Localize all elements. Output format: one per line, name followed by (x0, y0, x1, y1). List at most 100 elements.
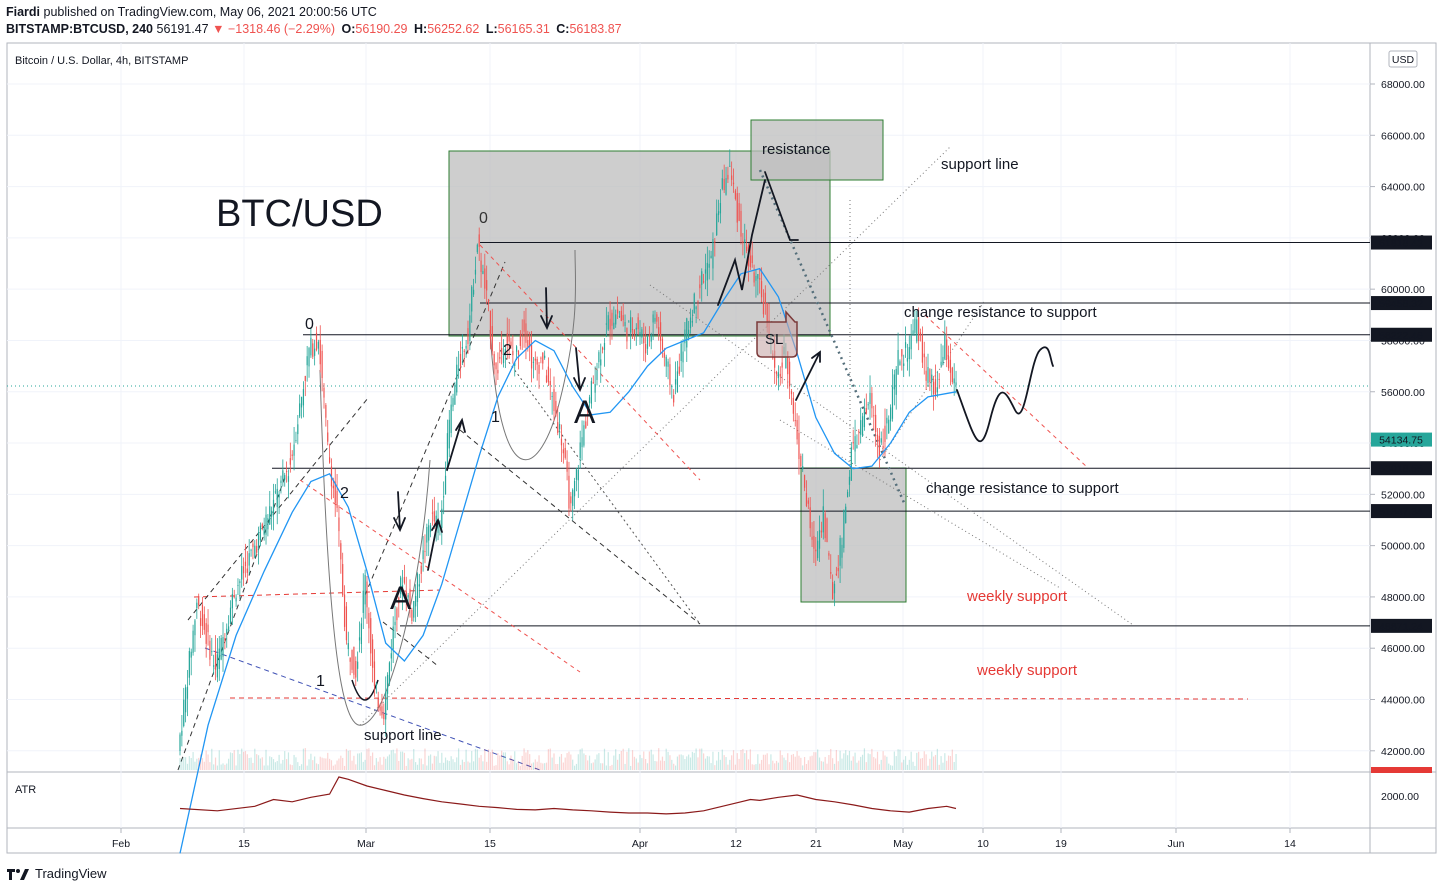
candle-body (519, 335, 521, 346)
volume-bar (716, 760, 718, 770)
candle-body (826, 518, 828, 543)
volume-bar (588, 755, 591, 770)
price-axis[interactable]: 42000.00 44000.00 46000.00 48000.00 50000.00… (1370, 79, 1425, 758)
x-tick-label: Apr (632, 838, 649, 850)
volume-bar (345, 748, 348, 770)
wave-0-b: 0 (479, 210, 488, 227)
volume-bar (815, 752, 817, 770)
candle-body (256, 546, 258, 553)
resistance-zone (750, 119, 884, 181)
volume-bar (336, 760, 338, 770)
candle-body (332, 485, 334, 489)
volume-bar (536, 761, 538, 770)
candle-body (587, 410, 589, 412)
candle-body (276, 488, 278, 507)
candle-body (203, 614, 205, 630)
candle-body (830, 572, 832, 574)
volume-bar (577, 754, 579, 770)
candle-body (577, 469, 579, 481)
publisher-name[interactable]: Fiardi (6, 5, 41, 19)
big-a-2: A (574, 394, 596, 430)
candle-body (495, 362, 497, 370)
volume-bar (179, 758, 181, 770)
level-label: 53018.55 (1379, 463, 1423, 475)
candle-body (867, 404, 869, 406)
volume-bar (572, 759, 574, 770)
candle-body (753, 272, 755, 283)
volume-bar (901, 762, 903, 770)
candle-body (401, 585, 404, 596)
volume-bar (708, 756, 710, 770)
candle-body (431, 512, 434, 514)
atr-label: ATR (15, 784, 36, 796)
candle-body (403, 577, 405, 583)
candle-body (701, 271, 703, 285)
volume-bar (848, 750, 851, 770)
tradingview-brand[interactable]: TradingView (6, 866, 107, 881)
volume-bar (433, 755, 435, 770)
volume-bar (222, 763, 224, 770)
candle-body (557, 422, 559, 433)
candle-body (263, 526, 265, 535)
candle-body (409, 588, 411, 604)
candle-body (876, 434, 879, 441)
candle-body (742, 241, 744, 244)
candle-body (832, 582, 834, 600)
volume-bar (673, 763, 675, 770)
volume-bar (637, 762, 639, 770)
candle-body (725, 178, 727, 195)
volume-bar (927, 765, 929, 770)
weekly-support-line-2 (229, 697, 1249, 700)
candle-body (540, 357, 542, 359)
candle-body (835, 573, 837, 576)
volume-bar (315, 763, 318, 770)
volume-bar (293, 754, 295, 770)
volume-bar (704, 758, 707, 770)
volume-bar (190, 757, 192, 770)
volume-bar (747, 759, 750, 770)
candle-body (732, 182, 735, 185)
volume-bar (661, 756, 664, 770)
candle-body (413, 600, 415, 618)
volume-bar (794, 756, 796, 770)
volume-bar (656, 761, 658, 770)
candle-body (373, 661, 376, 687)
volume-bar (721, 749, 723, 770)
candle-body (643, 337, 645, 344)
y-tick-label: 64000.00 (1381, 182, 1425, 194)
volume-bar (394, 753, 396, 770)
candle-body (192, 630, 194, 653)
volume-bar (379, 757, 381, 770)
volume-bar (300, 764, 303, 770)
candle-body (940, 361, 942, 366)
volume-bar (654, 761, 656, 770)
candle-body (562, 449, 564, 454)
volume-bar (416, 764, 419, 770)
currency-button[interactable]: USD (1392, 54, 1415, 66)
time-axis[interactable]: Feb 15 Mar 15 Apr 12 21 May 10 19 Jun 14 (112, 828, 1296, 850)
candle-body (575, 468, 578, 480)
volume-bar (480, 755, 482, 770)
candle-body (760, 281, 763, 298)
candle-body (474, 269, 477, 275)
candle-body (884, 425, 886, 442)
candle-body (925, 370, 927, 381)
candle-body (680, 343, 682, 361)
volume-bar (235, 765, 237, 770)
candle-body (244, 561, 247, 567)
currency-button-box[interactable] (1388, 50, 1418, 68)
current-price-label: 54134.75 (1379, 435, 1423, 447)
volume-bar (183, 757, 185, 770)
candles (179, 149, 957, 770)
candle-body (343, 594, 346, 627)
candle-body (953, 378, 955, 384)
volume-bar (789, 762, 791, 770)
volume-bar (768, 764, 770, 770)
candle-body (536, 358, 538, 365)
candle-body (196, 602, 198, 609)
low-value: 56165.31 (497, 22, 550, 36)
candle-body (199, 618, 202, 626)
volume-bar (551, 757, 553, 770)
volume-bar (757, 754, 759, 770)
